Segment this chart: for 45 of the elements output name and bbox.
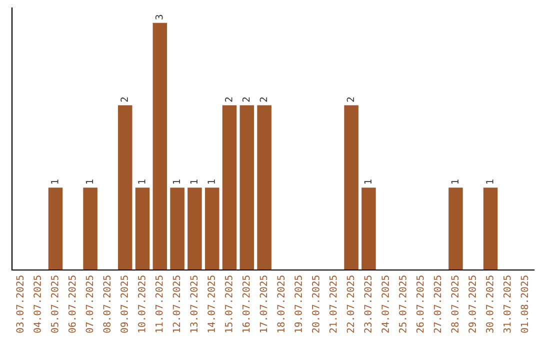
- data-label: 1: [51, 180, 58, 184]
- x-tick-label: 30.07.2025: [486, 276, 494, 333]
- x-tick-label: 23.07.2025: [364, 276, 372, 333]
- x-tick-label: 29.07.2025: [468, 276, 476, 333]
- data-label: 1: [486, 180, 494, 184]
- data-label: 2: [242, 97, 250, 102]
- data-label: 1: [138, 180, 146, 184]
- x-tick-label: 16.07.2025: [242, 276, 250, 332]
- x-tick-label: 11.07.2025: [155, 276, 163, 332]
- x-tick-label: 08.07.2025: [103, 276, 111, 333]
- x-tick-label: 05.07.2025: [50, 276, 58, 333]
- x-tick-label: 09.07.2025: [120, 276, 128, 333]
- x-tick-label: 10.07.2025: [138, 276, 146, 332]
- x-tick-label: 13.07.2025: [190, 276, 198, 332]
- data-label: 1: [364, 180, 372, 184]
- x-tick-label: 21.07.2025: [329, 276, 337, 333]
- x-tick-label: 18.07.2025: [277, 276, 285, 332]
- data-label: 1: [86, 180, 94, 184]
- x-tick-label: 07.07.2025: [86, 276, 94, 333]
- x-tick-label: 26.07.2025: [416, 276, 424, 333]
- data-label: 2: [346, 97, 354, 102]
- x-tick-label: 15.07.2025: [224, 276, 232, 332]
- x-tick-label: 27.07.2025: [434, 276, 442, 333]
- data-label: 2: [260, 97, 268, 102]
- data-label: 1: [451, 180, 458, 184]
- x-tick-label: 24.07.2025: [382, 276, 389, 333]
- x-tick-label: 14.07.2025: [208, 276, 215, 332]
- data-label: 1: [190, 180, 198, 184]
- x-tick-label: 03.07.2025: [16, 276, 24, 333]
- x-tick-label: 01.08.2025: [520, 276, 528, 333]
- x-tick-label: 31.07.2025: [503, 276, 511, 333]
- data-label: 2: [224, 97, 232, 102]
- x-tick-label: 12.07.2025: [172, 276, 180, 332]
- x-tick-label: 19.07.2025: [294, 276, 302, 332]
- data-label: 3: [155, 14, 163, 20]
- x-tick-label: 28.07.2025: [451, 276, 459, 333]
- data-label: 1: [208, 180, 215, 184]
- x-tick-label: 17.07.2025: [260, 276, 268, 332]
- x-tick-label: 20.07.2025: [312, 276, 320, 333]
- x-tick-label: 25.07.2025: [398, 276, 406, 333]
- data-label: 2: [120, 97, 128, 102]
- x-tick-label: 22.07.2025: [346, 276, 354, 333]
- data-label: 1: [172, 180, 180, 184]
- x-tick-label: 04.07.2025: [34, 276, 41, 333]
- x-tick-label: 06.07.2025: [68, 276, 76, 333]
